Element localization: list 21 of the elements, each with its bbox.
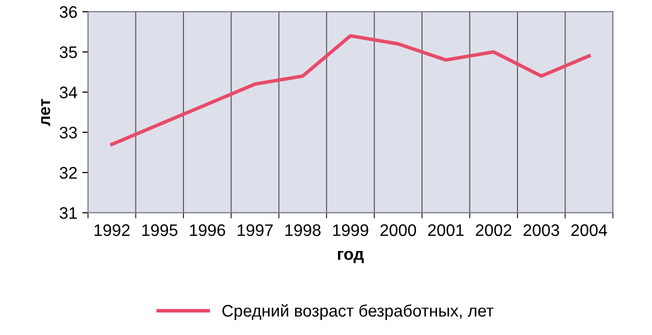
y-axis-title: лет: [41, 98, 50, 126]
x-tick-label: 2003: [524, 224, 560, 236]
y-tick-label: 34: [60, 86, 78, 98]
x-axis-title: год: [338, 250, 364, 264]
y-tick-label: 31: [60, 207, 77, 219]
x-tick-label: 2004: [571, 224, 608, 236]
x-tick-label: 2002: [476, 224, 512, 236]
x-tick-label: 1997: [238, 224, 273, 236]
x-tick-label: 1995: [142, 224, 178, 236]
y-tick-label: 36: [60, 6, 77, 18]
y-tick-label: 33: [60, 126, 77, 139]
x-tick-label: 1999: [333, 224, 368, 236]
line-series: [110, 34, 591, 146]
legend-label: Средний возраст безработных, лет: [222, 304, 494, 320]
x-tick-label: 1996: [190, 224, 226, 236]
x-tick-label: 2001: [428, 224, 464, 236]
x-tick-label: 2000: [380, 224, 416, 236]
x-tick-label: 1992: [94, 224, 130, 236]
y-tick-label: 32: [60, 166, 77, 179]
x-tick-label: 1998: [285, 224, 321, 236]
y-tick-label: 35: [60, 46, 77, 58]
